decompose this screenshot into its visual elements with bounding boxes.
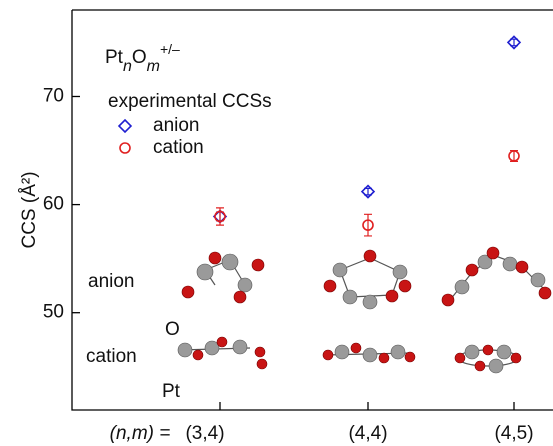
y-tick-label: 70 — [43, 86, 64, 107]
legend-title: experimental CCSs — [108, 91, 272, 112]
title-part: n — [123, 58, 132, 75]
x-tick-label: (4,5) — [494, 423, 533, 444]
molecules — [177, 246, 552, 374]
annotation: O — [165, 319, 180, 340]
annotation: anion — [88, 271, 135, 292]
title-part: m — [147, 58, 160, 75]
legend-label: anion — [153, 115, 200, 136]
x-prefix: (n,m) = — [110, 423, 171, 444]
data-point — [506, 35, 522, 50]
chart-title: PtnOm+/– — [105, 41, 180, 75]
annotation: Pt — [162, 381, 181, 402]
annotation: cation — [86, 346, 137, 367]
y-axis-label: CCS (Å²) — [19, 171, 40, 248]
error-bar — [216, 207, 224, 226]
title-part: Pt — [105, 47, 124, 68]
data-point — [214, 210, 226, 223]
title-part: O — [132, 47, 147, 68]
data-point — [508, 150, 520, 162]
x-tick-label: (4,4) — [348, 423, 387, 444]
data-point — [362, 219, 374, 231]
x-tick-label: (3,4) — [185, 423, 224, 444]
legend-label: cation — [153, 137, 204, 158]
axes — [71, 10, 553, 411]
error-bar — [364, 213, 372, 237]
legend-marker — [117, 118, 133, 134]
legend-marker — [119, 142, 131, 154]
y-tick-label: 60 — [43, 194, 64, 215]
title-part: +/– — [160, 41, 180, 57]
y-tick-label: 50 — [43, 302, 64, 323]
data-point — [360, 184, 376, 199]
